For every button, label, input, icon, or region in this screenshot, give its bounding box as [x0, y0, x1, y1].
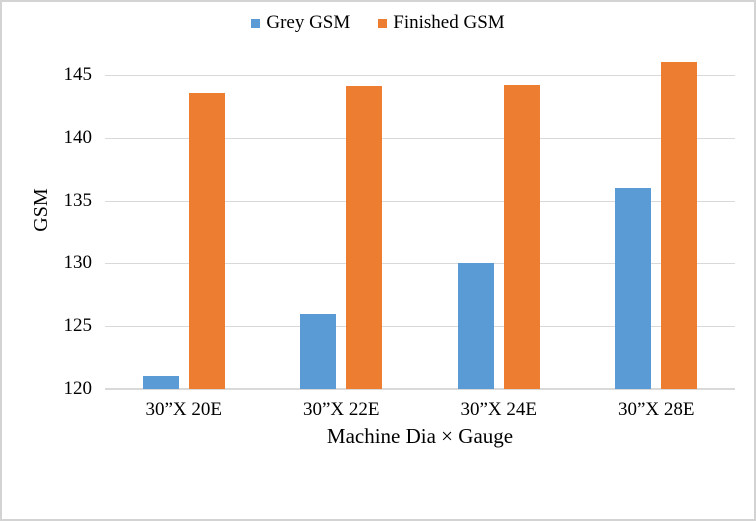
bar-grey-gsm-30-x-20e: [142, 376, 179, 389]
bar-finished-gsm-30-x-24e: [503, 85, 540, 389]
x-axis-title: Machine Dia × Gauge: [326, 424, 514, 448]
category-label-30-x-20e: 30”X 20E: [145, 399, 222, 420]
gridline-125: [105, 326, 735, 328]
y-tick-label-145: 145: [63, 64, 93, 85]
gridline-145: [105, 75, 735, 76]
legend-swatch-finished-gsm: [378, 18, 388, 28]
y-tick-label-130: 130: [63, 252, 93, 274]
category-label-30-x-22e: 30”X 22E: [302, 399, 380, 420]
category-label-30-x-24e: 30”X 24E: [460, 399, 537, 420]
gridline-140: [105, 137, 735, 139]
bar-grey-gsm-30-x-28e: [615, 188, 652, 389]
legend-item-finished-gsm: Finished GSM: [378, 11, 505, 35]
bar-finished-gsm-30-x-20e: [188, 92, 225, 389]
bar-finished-gsm-30-x-28e: [661, 62, 698, 389]
y-tick-label-120: 120: [63, 378, 93, 399]
gridline-130: [105, 263, 735, 265]
legend-label-finished-gsm: Finished GSM: [393, 12, 505, 33]
legend-swatch-grey-gsm: [251, 18, 261, 28]
legend-label-grey-gsm: Grey GSM: [266, 12, 351, 33]
legend-item-grey-gsm: Grey GSM: [251, 11, 350, 35]
bar-finished-gsm-30-x-22e: [346, 86, 383, 389]
x-axis-line: [105, 388, 735, 390]
gridline-135: [105, 200, 735, 202]
y-tick-label-125: 125: [63, 315, 93, 337]
y-tick-label-135: 135: [63, 189, 93, 211]
bar-grey-gsm-30-x-24e: [457, 263, 494, 389]
category-label-30-x-28e: 30”X 28E: [617, 399, 695, 420]
bar-grey-gsm-30-x-22e: [300, 313, 337, 389]
legend: Grey GSM Finished GSM: [2, 10, 754, 36]
y-tick-label-140: 140: [63, 126, 93, 148]
